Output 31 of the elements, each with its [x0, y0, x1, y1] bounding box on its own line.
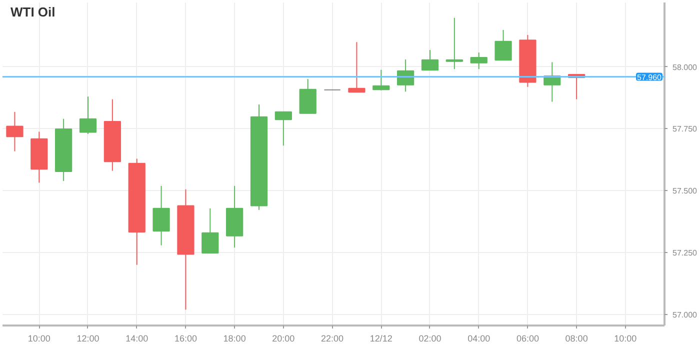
- candlestick: [6, 111, 24, 152]
- candlestick: [202, 208, 219, 254]
- y-tick-label: 58.000: [672, 62, 698, 72]
- candlestick: [421, 50, 439, 71]
- candlestick: [494, 29, 512, 61]
- y-tick-label: 57.500: [672, 186, 698, 196]
- y-tick-label: 57.000: [672, 310, 698, 320]
- candlestick: [79, 96, 97, 134]
- y-tick-label: 57.250: [672, 248, 698, 258]
- candlestick: [348, 42, 366, 93]
- candlestick: [446, 17, 463, 70]
- candlestick: [152, 185, 170, 246]
- y-tick-label: 57.750: [672, 124, 698, 134]
- x-tick-label: 16:00: [174, 334, 197, 344]
- candlestick: [372, 69, 390, 91]
- x-tick-label: 10:00: [614, 334, 637, 344]
- x-tick-label: 08:00: [565, 334, 588, 344]
- x-tick-label: 12:00: [76, 334, 100, 344]
- x-tick-label: 12/12: [370, 334, 392, 344]
- x-tick-label: 20:00: [272, 334, 295, 344]
- ref-line-label: 57.960: [637, 72, 662, 82]
- candlestick: [274, 111, 292, 146]
- x-tick-label: 10:00: [28, 334, 50, 344]
- x-tick-label: 02:00: [418, 334, 442, 344]
- x-tick-label: 06:00: [516, 334, 539, 344]
- x-tick-label: 04:00: [468, 334, 490, 344]
- chart-title: WTI Oil: [10, 4, 56, 20]
- x-tick-label: 18:00: [223, 334, 246, 344]
- candlestick: [470, 52, 488, 70]
- x-tick-label: 22:00: [321, 334, 344, 344]
- x-tick-label: 14:00: [126, 334, 148, 344]
